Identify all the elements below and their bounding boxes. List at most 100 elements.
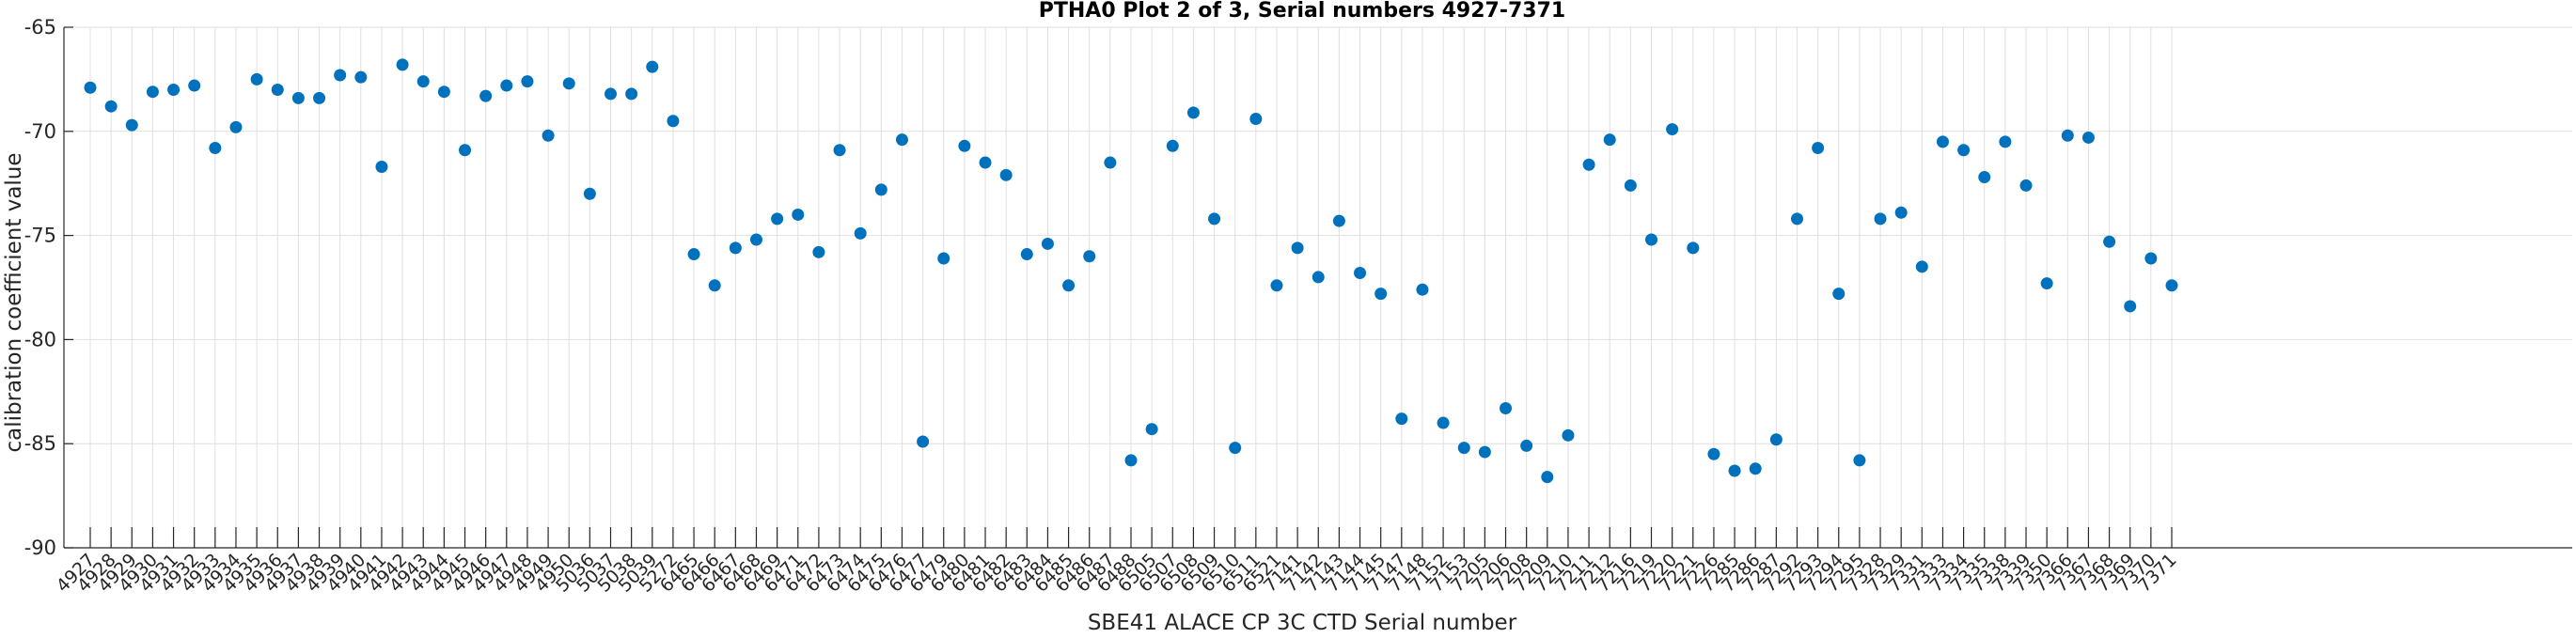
data-point: [416, 75, 430, 88]
data-point: [2124, 300, 2137, 313]
data-point: [1915, 260, 1928, 273]
data-point: [1853, 454, 1866, 467]
data-point: [1312, 271, 1325, 284]
y-tick-label: -65: [24, 16, 56, 39]
data-point: [146, 86, 159, 99]
data-point: [1104, 156, 1117, 169]
data-point: [1666, 123, 1679, 136]
data-point: [1541, 471, 1554, 484]
data-point: [812, 245, 825, 258]
data-point: [646, 60, 659, 73]
data-point: [583, 187, 596, 200]
data-point: [687, 248, 700, 261]
data-point: [625, 87, 638, 101]
data-point: [1374, 288, 1388, 301]
x-axis-ticks: 4927492849294930493149324933493449354936…: [53, 527, 2181, 597]
data-point: [437, 86, 450, 99]
data-point: [1832, 288, 1846, 301]
data-point: [521, 75, 534, 88]
data-point: [1354, 266, 1367, 279]
data-point: [250, 72, 263, 86]
data-point: [1520, 439, 1533, 452]
data-point: [354, 70, 368, 84]
data-point: [229, 120, 243, 133]
data-point: [667, 115, 680, 128]
data-point: [729, 241, 742, 255]
data-point: [1978, 171, 1991, 184]
data-point: [291, 91, 305, 104]
data-point: [1020, 248, 1033, 261]
data-point: [2103, 235, 2116, 248]
data-point: [1395, 412, 1408, 426]
data-point: [459, 144, 472, 157]
data-point: [1603, 133, 1616, 147]
data-point: [2040, 277, 2053, 290]
data-point: [874, 183, 887, 196]
data-point: [1874, 212, 1887, 226]
data-point: [1208, 212, 1221, 226]
data-point: [1457, 442, 1470, 455]
data-point: [375, 160, 388, 173]
data-point: [1728, 464, 1741, 477]
data-point: [396, 58, 409, 71]
data-point: [937, 252, 950, 265]
data-point: [542, 129, 555, 142]
data-point: [605, 87, 617, 101]
data-point: [1186, 106, 1200, 119]
data-point: [792, 208, 805, 221]
data-point: [1624, 179, 1637, 192]
data-point: [125, 118, 138, 132]
data-point: [1083, 250, 1096, 263]
data-point: [854, 226, 867, 240]
data-point: [979, 156, 992, 169]
data-point: [188, 79, 201, 92]
data-point: [500, 79, 513, 92]
data-point: [1145, 423, 1158, 436]
data-point: [771, 212, 784, 226]
grid: [64, 26, 2572, 549]
data-point: [749, 233, 762, 246]
data-point: [1062, 279, 1076, 292]
data-point: [1041, 237, 1054, 250]
y-tick-label: -75: [24, 225, 56, 247]
data-point: [1999, 135, 2012, 148]
data-point: [1291, 241, 1304, 255]
data-point: [167, 83, 181, 96]
data-point: [895, 133, 908, 147]
chart-title: PTHA0 Plot 2 of 3, Serial numbers 4927-7…: [1039, 0, 1565, 23]
data-point: [1957, 144, 1971, 157]
data-point: [313, 91, 326, 104]
data-point: [1229, 442, 1242, 455]
data-point: [1500, 402, 1513, 415]
data-point: [479, 89, 493, 102]
y-tick-label: -90: [24, 537, 56, 559]
data-point: [334, 69, 347, 82]
data-point: [1166, 139, 1179, 152]
data-point: [104, 100, 118, 113]
data-point: [958, 139, 971, 152]
data-point: [1894, 206, 1908, 219]
data-point: [2081, 131, 2095, 144]
data-point: [708, 279, 721, 292]
data-point: [1749, 462, 1762, 475]
data-point: [2165, 279, 2178, 292]
y-tick-label: -70: [24, 120, 56, 143]
data-point: [1936, 135, 1949, 148]
data-point: [1645, 233, 1657, 246]
data-point: [1437, 416, 1450, 429]
data-point: [2061, 129, 2074, 142]
y-axis-ticks: -90 -85 -80 -75 -70 -65: [24, 16, 73, 559]
data-points: [84, 58, 2178, 484]
data-point: [1478, 445, 1491, 459]
data-point: [1332, 214, 1345, 227]
data-point: [1416, 283, 1429, 296]
data-point: [1270, 279, 1283, 292]
data-point: [1687, 241, 1700, 255]
data-point: [1582, 158, 1595, 171]
data-point: [833, 144, 846, 157]
data-point: [2144, 252, 2158, 265]
data-point: [1812, 142, 1825, 155]
data-point: [917, 435, 930, 448]
